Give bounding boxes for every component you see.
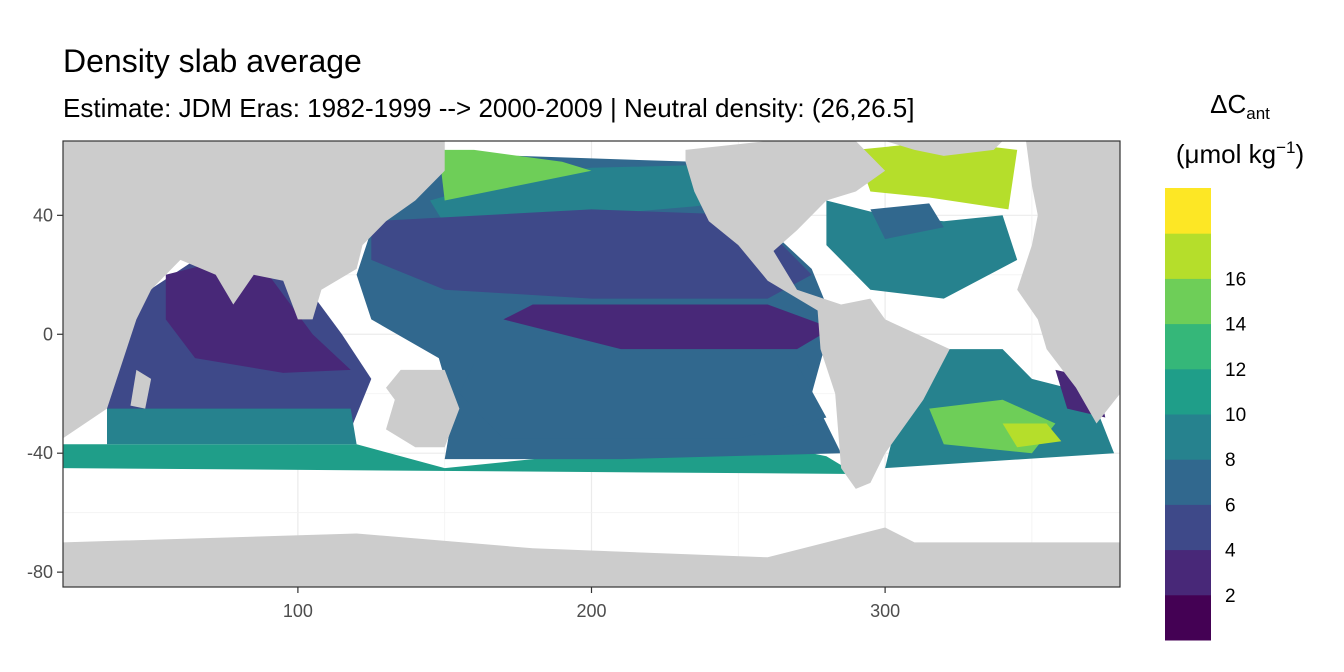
x-tick-label: 300	[870, 601, 900, 621]
land-mass	[63, 527, 1120, 587]
ocean-region	[459, 364, 827, 439]
ocean-region	[870, 203, 944, 240]
ocean-region	[107, 408, 357, 445]
legend-colorbar: 2 4 6 8 10 12 14 16	[1165, 188, 1247, 641]
legend-swatch	[1165, 233, 1211, 279]
legend-swatch	[1165, 549, 1211, 596]
legend-label: 14	[1225, 315, 1247, 336]
land-mass	[685, 141, 950, 489]
legend-swatch	[1165, 323, 1211, 370]
legend-label: 4	[1225, 541, 1236, 562]
y-tick-label: 0	[43, 324, 53, 344]
legend-swatch	[1165, 459, 1211, 505]
x-tick-label: 100	[283, 601, 313, 621]
legend-unit: (μmol kg−1)	[1176, 138, 1304, 169]
legend-unit-exp: −1	[1276, 138, 1295, 157]
land-mass	[386, 369, 460, 448]
ocean-region	[438, 149, 592, 201]
y-tick-label: 40	[33, 205, 53, 225]
legend-label: 6	[1225, 495, 1236, 516]
chart-subtitle: Estimate: JDM Eras: 1982-1999 --> 2000-2…	[63, 93, 915, 123]
legend-label: 10	[1225, 405, 1246, 426]
land-mass	[130, 369, 152, 409]
legend-swatch	[1165, 278, 1211, 325]
ocean-region	[855, 141, 1018, 210]
legend-swatch	[1165, 414, 1211, 460]
legend-title-main: ΔC	[1210, 89, 1246, 119]
ocean-region	[371, 209, 812, 299]
y-tick-label: -40	[27, 443, 53, 463]
legend-title-sub: ant	[1246, 104, 1270, 123]
legend-label: 16	[1225, 269, 1246, 290]
legend-label: 8	[1225, 450, 1236, 471]
land-mass	[885, 141, 1003, 156]
legend-swatch	[1165, 188, 1211, 234]
legend-label: 12	[1225, 360, 1246, 381]
land-mass	[63, 141, 445, 439]
legend-title: ΔCant	[1210, 89, 1270, 123]
legend: ΔCant (μmol kg−1) 2 4 6 8 10 12 14 16	[1165, 89, 1304, 641]
ocean-region	[503, 304, 833, 350]
legend-unit-suffix: )	[1295, 139, 1304, 169]
y-tick-label: -80	[27, 562, 53, 582]
legend-swatch	[1165, 504, 1211, 551]
chart-title: Density slab average	[63, 43, 362, 79]
x-tick-label: 200	[576, 601, 606, 621]
ocean-region	[165, 259, 351, 373]
ocean-region	[826, 200, 1018, 299]
legend-swatch	[1165, 368, 1211, 415]
legend-unit-prefix: (μmol kg	[1176, 139, 1276, 169]
map-layer	[63, 141, 1120, 587]
legend-label: 2	[1225, 586, 1236, 607]
ocean-region	[1002, 423, 1062, 448]
legend-swatch	[1165, 594, 1211, 641]
land-mass	[1017, 141, 1120, 424]
